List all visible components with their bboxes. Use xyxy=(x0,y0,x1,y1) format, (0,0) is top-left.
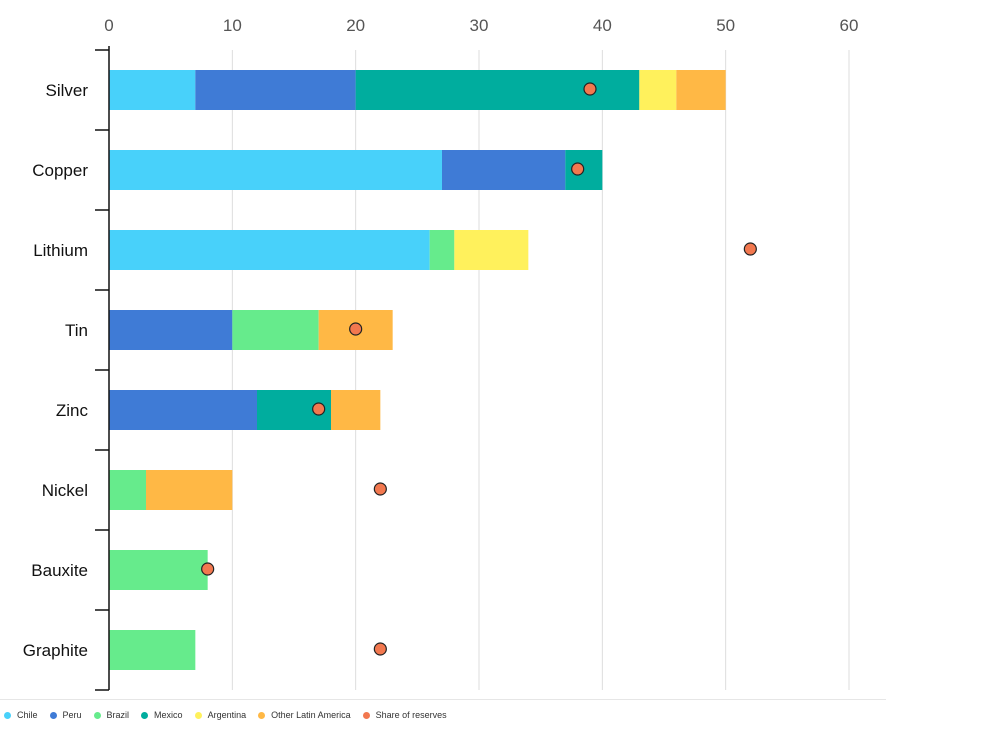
gridlines xyxy=(231,50,850,690)
x-tick-label: 0 xyxy=(104,16,113,35)
legend-swatch xyxy=(258,711,266,719)
bar-silver-mexico xyxy=(355,70,640,110)
bar-silver-chile xyxy=(109,70,196,110)
legend-swatch xyxy=(93,711,101,719)
x-tick-label: 10 xyxy=(223,16,242,35)
legend-item-share-of-reserves: Share of reserves xyxy=(362,710,447,720)
reserve-marker-graphite xyxy=(373,642,387,656)
bar-tin-brazil xyxy=(232,310,319,350)
legend-item-other-latin-america: Other Latin America xyxy=(258,710,351,720)
category-label-nickel: Nickel xyxy=(42,481,88,500)
reserve-marker-bauxite xyxy=(201,562,215,576)
legend: Chile Peru Brazil Mexico Argentina Other Lati… xyxy=(4,706,447,724)
bar-bauxite-brazil xyxy=(109,550,208,590)
legend-divider xyxy=(0,699,886,700)
reserve-marker-copper xyxy=(571,162,585,176)
x-tick-label: 60 xyxy=(840,16,859,35)
bar-lithium-chile xyxy=(109,230,430,270)
bar-nickel-brazil xyxy=(109,470,146,510)
y-axis xyxy=(95,46,110,691)
legend-label: Mexico xyxy=(154,710,183,720)
bar-copper-chile xyxy=(109,150,442,190)
category-label-zinc: Zinc xyxy=(56,401,89,420)
legend-label: Brazil xyxy=(106,710,130,720)
category-label-graphite: Graphite xyxy=(23,641,88,660)
bar-nickel-other-latin-america xyxy=(146,470,233,510)
legend-swatch xyxy=(194,711,202,719)
category-label-copper: Copper xyxy=(32,161,88,180)
legend-swatch xyxy=(4,711,11,719)
reserve-marker-zinc xyxy=(312,402,326,416)
legend-item-argentina: Argentina xyxy=(194,710,247,720)
legend-item-brazil: Brazil xyxy=(93,710,130,720)
legend-item-chile: Chile xyxy=(4,710,38,720)
legend-label: Argentina xyxy=(207,710,247,720)
bar-copper-peru xyxy=(442,150,566,190)
bars xyxy=(109,70,726,670)
legend-swatch xyxy=(141,711,149,719)
category-label-bauxite: Bauxite xyxy=(31,561,88,580)
legend-label: Peru xyxy=(62,710,82,720)
bar-graphite-brazil xyxy=(109,630,196,670)
bar-zinc-other-latin-america xyxy=(331,390,381,430)
bar-lithium-brazil xyxy=(429,230,455,270)
x-tick-label: 50 xyxy=(716,16,735,35)
reserve-marker-silver xyxy=(583,82,597,96)
legend-label: Share of reserves xyxy=(375,710,447,720)
category-label-silver: Silver xyxy=(45,81,88,100)
x-tick-label: 40 xyxy=(593,16,612,35)
legend-swatch xyxy=(362,711,370,719)
bar-silver-argentina xyxy=(639,70,677,110)
category-label-lithium: Lithium xyxy=(33,241,88,260)
bar-silver-peru xyxy=(195,70,356,110)
legend-item-mexico: Mexico xyxy=(141,710,183,720)
x-tick-label: 30 xyxy=(470,16,489,35)
reserve-marker-lithium xyxy=(743,242,757,256)
x-tick-label: 20 xyxy=(346,16,365,35)
bar-tin-peru xyxy=(109,310,233,350)
bar-silver-other-latin-america xyxy=(676,70,726,110)
x-axis-tick-labels: 0 10 20 30 40 50 60 xyxy=(104,16,858,35)
legend-label: Other Latin America xyxy=(271,710,351,720)
reserve-marker-nickel xyxy=(373,482,387,496)
reserve-marker-tin xyxy=(349,322,363,336)
bar-zinc-peru xyxy=(109,390,257,430)
category-label-tin: Tin xyxy=(65,321,88,340)
bar-lithium-argentina xyxy=(454,230,529,270)
legend-label: Chile xyxy=(17,710,38,720)
legend-item-peru: Peru xyxy=(49,710,82,720)
reserve-markers xyxy=(201,82,757,656)
legend-swatch xyxy=(49,711,57,719)
category-labels: Silver Copper Lithium Tin Zinc Nickel Bauxite G… xyxy=(23,81,89,660)
